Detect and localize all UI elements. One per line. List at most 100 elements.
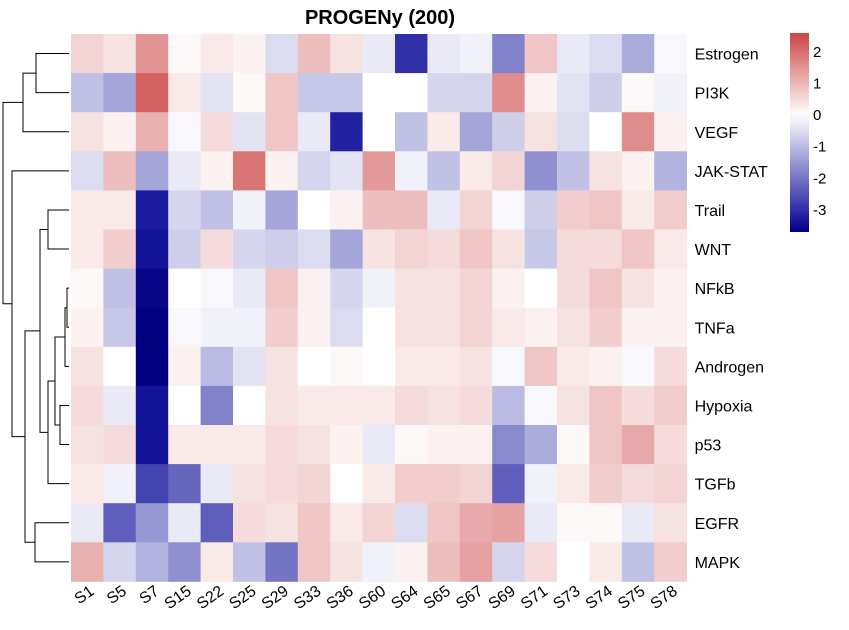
heatmap-cell	[135, 268, 169, 309]
dendrogram-branch	[35, 53, 69, 94]
heatmap-cell	[362, 151, 396, 191]
heatmap-cell	[297, 268, 331, 309]
heatmap-cell	[135, 112, 169, 152]
heatmap-cell	[427, 503, 461, 543]
heatmap-cell	[265, 307, 299, 348]
heatmap-cell	[557, 229, 590, 269]
row-label: Trail	[695, 203, 726, 220]
dendrogram-branch	[24, 330, 40, 543]
heatmap-cell	[265, 425, 299, 465]
heatmap-cell	[589, 464, 623, 504]
heatmap-cell	[524, 190, 558, 230]
heatmap-cell	[168, 385, 201, 426]
heatmap-cell	[362, 464, 396, 504]
dendrogram-branch	[59, 404, 69, 446]
column-label: S64	[388, 583, 421, 613]
heatmap-cell	[621, 268, 655, 309]
heatmap-cell	[557, 151, 590, 191]
column-label: S71	[518, 583, 551, 613]
heatmap-cell	[427, 385, 461, 426]
dendrogram-branch	[66, 287, 69, 328]
column-label: S36	[324, 583, 357, 613]
heatmap-cell	[362, 268, 396, 309]
heatmap-cell	[71, 34, 104, 74]
heatmap-cell	[330, 425, 363, 465]
heatmap-cell	[459, 542, 493, 582]
heatmap-cell	[459, 385, 493, 426]
heatmap-cell	[297, 464, 331, 504]
heatmap-cell	[103, 542, 137, 582]
heatmap-cell	[200, 385, 234, 426]
heatmap-cell	[362, 112, 396, 152]
heatmap-cell	[103, 229, 137, 269]
heatmap-cell	[589, 73, 623, 113]
heatmap-cell	[265, 503, 299, 543]
heatmap-cell	[395, 34, 428, 74]
heatmap-cell	[168, 268, 201, 309]
heatmap-cell	[168, 307, 201, 348]
dendrogram-branch	[47, 209, 69, 250]
heatmap-cell	[200, 112, 234, 152]
heatmap-cell	[395, 503, 428, 543]
heatmap-cell	[362, 385, 396, 426]
heatmap-cell	[524, 464, 558, 504]
heatmap-cell	[330, 542, 363, 582]
heatmap-cell	[654, 112, 687, 152]
heatmap-cell	[459, 464, 493, 504]
heatmap-cell	[233, 307, 266, 348]
heatmap-cell	[557, 542, 590, 582]
heatmap-cell	[233, 464, 266, 504]
heatmap-cell	[103, 268, 137, 309]
heatmap-cell	[233, 425, 266, 465]
heatmap-cell	[654, 73, 687, 113]
heatmap-cell	[589, 307, 623, 348]
heatmap-cell	[524, 542, 558, 582]
heatmap-cell	[135, 229, 169, 269]
heatmap-cell	[654, 346, 687, 387]
heatmap-cell	[71, 464, 104, 504]
heatmap-cell	[362, 542, 396, 582]
heatmap-cell	[265, 112, 299, 152]
heatmap-cell	[330, 34, 363, 74]
heatmap-cell	[621, 307, 655, 348]
heatmap-cell	[427, 112, 461, 152]
heatmap-cell	[168, 464, 201, 504]
heatmap-cell	[427, 268, 461, 309]
heatmap-cell	[168, 112, 201, 152]
heatmap-cell	[427, 73, 461, 113]
heatmap-cell	[103, 34, 137, 74]
heatmap-cell	[589, 542, 623, 582]
row-label: TGFb	[695, 477, 736, 494]
heatmap-cell	[135, 34, 169, 74]
heatmap-cell	[103, 112, 137, 152]
heatmap-cell	[362, 190, 396, 230]
heatmap-cell	[492, 542, 525, 582]
heatmap-cell	[492, 151, 525, 191]
row-label: VEGF	[695, 125, 739, 142]
row-label: JAK-STAT	[695, 164, 768, 181]
heatmap-cell	[621, 346, 655, 387]
heatmap-cell	[524, 73, 558, 113]
heatmap-cell	[297, 190, 331, 230]
heatmap-cell	[330, 464, 363, 504]
heatmap-cell	[589, 268, 623, 309]
column-label: S60	[356, 583, 389, 613]
heatmap-cell	[297, 34, 331, 74]
heatmap-cell	[492, 385, 525, 426]
heatmap-cell	[135, 503, 169, 543]
heatmap-cell	[71, 385, 104, 426]
heatmap-cell	[557, 346, 590, 387]
heatmap-cell	[362, 229, 396, 269]
heatmap-cell	[200, 307, 234, 348]
heatmap-cell	[395, 346, 428, 387]
column-label: S33	[291, 583, 324, 613]
heatmap-cell	[233, 73, 266, 113]
heatmap-cell	[200, 190, 234, 230]
heatmap-cell	[362, 425, 396, 465]
heatmap-cell	[492, 112, 525, 152]
heatmap-cell	[362, 73, 396, 113]
heatmap-cell	[589, 425, 623, 465]
heatmap-cell	[265, 73, 299, 113]
heatmap-cell	[200, 464, 234, 504]
heatmap-cell	[71, 268, 104, 309]
